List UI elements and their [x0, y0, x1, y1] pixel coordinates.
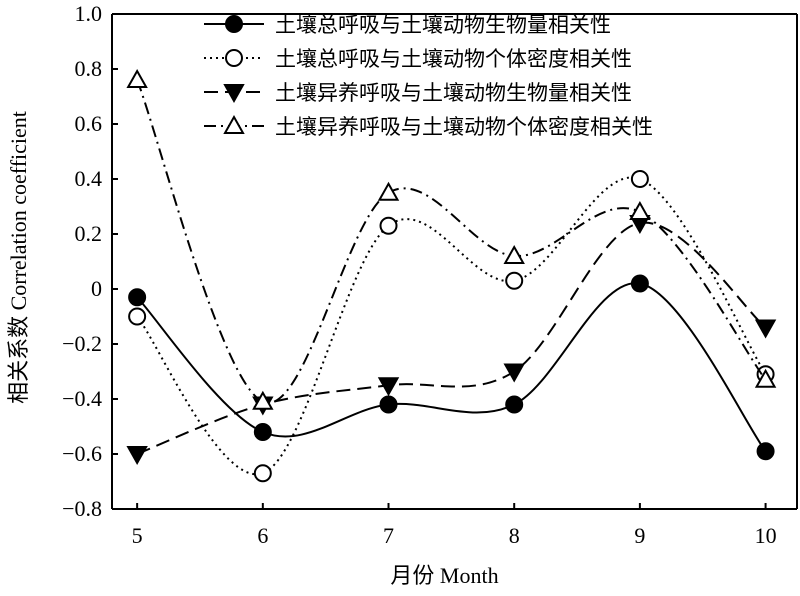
x-tick-label: 9	[634, 523, 645, 548]
series-line-2	[136, 176, 767, 476]
data-point-series-1	[128, 288, 147, 307]
data-point-series-4	[754, 368, 777, 388]
y-tick-label: 0.4	[75, 166, 103, 191]
series-line-1	[136, 282, 767, 452]
y-tick-label: 0.6	[75, 111, 103, 136]
y-tick-label: −0.6	[62, 441, 102, 466]
data-point-series-4	[126, 68, 148, 88]
data-point-series-2	[253, 464, 272, 483]
legend-label-3: 土壤异养呼吸与土壤动物生物量相关性	[275, 81, 632, 105]
data-point-series-4	[377, 181, 400, 201]
series-line-4	[136, 79, 767, 404]
data-point-series-3	[126, 446, 148, 466]
data-point-series-2	[128, 307, 147, 326]
data-point-series-1	[756, 442, 775, 461]
x-tick-label: 6	[257, 523, 268, 548]
legend-label-4: 土壤异养呼吸与土壤动物个体密度相关性	[275, 115, 653, 139]
y-tick-label: −0.2	[62, 331, 102, 356]
data-point-series-4	[629, 200, 651, 220]
y-tick-label: 0.8	[75, 56, 103, 81]
data-point-series-3	[503, 363, 525, 383]
x-tick-label: 5	[132, 523, 143, 548]
data-point-series-3	[377, 377, 400, 397]
x-tick-label: 10	[755, 523, 777, 548]
y-tick-label: −0.8	[62, 496, 102, 521]
data-point-series-2	[379, 216, 398, 235]
legend-label-1: 土壤总呼吸与土壤动物生物量相关性	[275, 13, 611, 37]
x-tick-label: 7	[383, 523, 394, 548]
data-point-series-4	[503, 244, 525, 264]
legend: 土壤总呼吸与土壤动物生物量相关性土壤总呼吸与土壤动物个体密度相关性土壤异养呼吸与…	[204, 13, 653, 139]
series-line-3	[136, 221, 767, 455]
data-point-series-4	[252, 390, 274, 410]
legend-marker-2	[225, 49, 243, 67]
y-tick-label: 1.0	[75, 1, 103, 26]
y-axis-title: 相关系数 Correlation coefficient	[6, 111, 31, 404]
axes-group: −0.8 −0.6 −0.4 −0.2 0 0.2 0.4 0.6 0.8 1.0 5 6 7 8 9 10 月…	[6, 1, 798, 588]
y-tick-label: 0	[91, 276, 102, 301]
data-point-series-1	[379, 395, 398, 414]
y-tick-label: 0.2	[75, 221, 103, 246]
data-point-series-3	[754, 319, 777, 339]
data-point-series-2	[505, 271, 524, 290]
y-tick-label: −0.4	[62, 386, 102, 411]
legend-marker-3	[223, 84, 245, 104]
x-axis-title: 月份 Month	[390, 563, 498, 588]
data-point-series-2	[630, 170, 649, 188]
legend-label-2: 土壤总呼吸与土壤动物个体密度相关性	[275, 47, 632, 71]
data-point-series-1	[630, 274, 649, 293]
x-tick-label: 8	[509, 523, 520, 548]
data-point-series-1	[253, 423, 272, 441]
legend-marker-1	[225, 15, 243, 33]
data-point-series-1	[505, 395, 524, 414]
series-group	[126, 68, 777, 483]
legend-marker-4	[223, 114, 245, 134]
